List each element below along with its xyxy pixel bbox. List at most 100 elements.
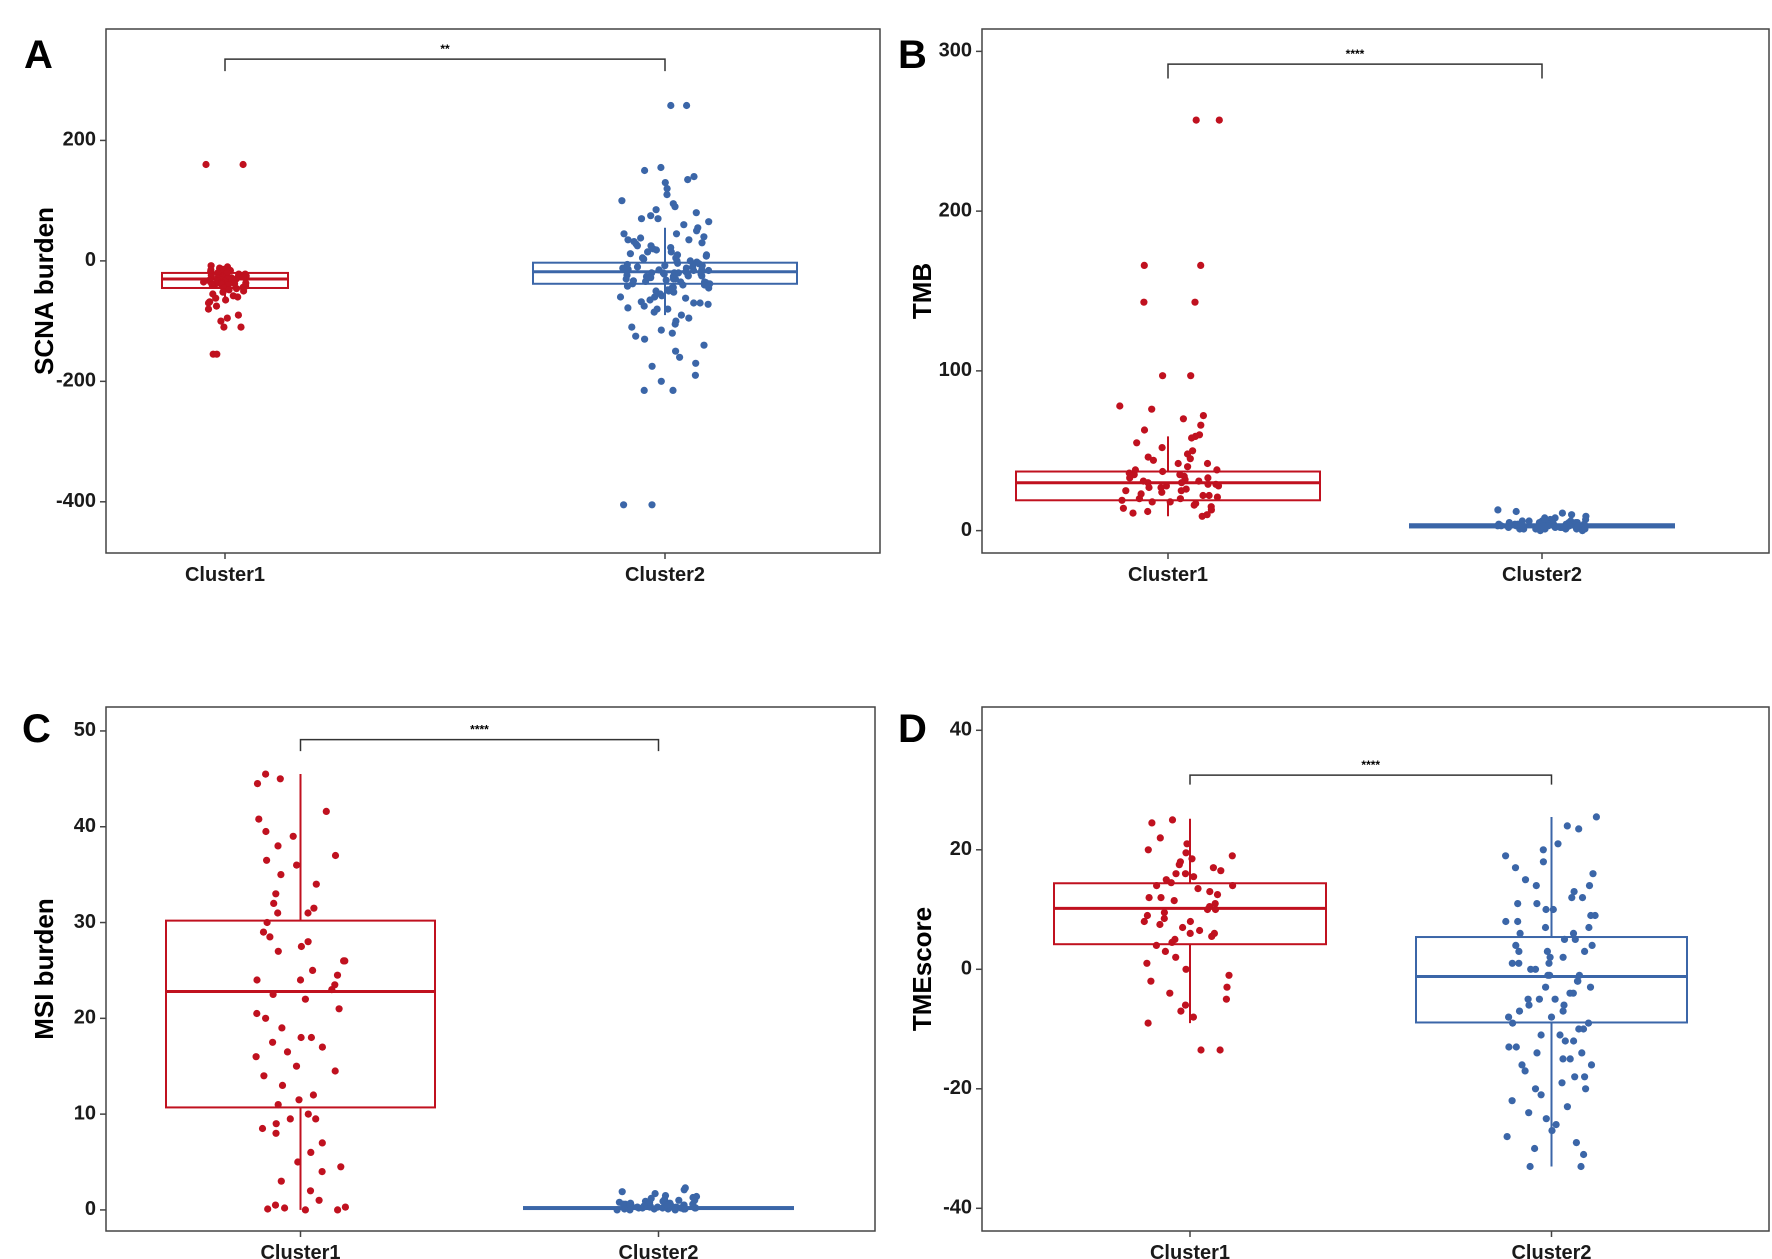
x-tick-label: Cluster2 [1511, 1242, 1591, 1259]
x-tick-label: Cluster1 [1128, 564, 1208, 586]
data-point [272, 1129, 280, 1137]
data-point [309, 1091, 317, 1099]
data-point [1541, 923, 1550, 932]
data-point [1556, 1031, 1564, 1039]
data-point [640, 1202, 648, 1210]
data-point [663, 185, 671, 193]
data-point [260, 1072, 268, 1080]
data-point [1133, 439, 1141, 447]
data-point [278, 1024, 286, 1032]
panel-letter: A [24, 33, 53, 77]
data-point [1186, 455, 1194, 463]
x-tick-label: Cluster1 [1150, 1242, 1230, 1259]
data-point [1143, 911, 1151, 920]
data-point [1187, 372, 1195, 380]
data-point [1581, 1073, 1589, 1081]
data-point [271, 1201, 280, 1209]
data-point [1589, 870, 1597, 878]
data-point [1578, 894, 1587, 902]
data-point [225, 286, 233, 294]
data-point [269, 990, 277, 999]
data-point [301, 1206, 309, 1214]
data-point [304, 1110, 312, 1118]
data-point [1184, 463, 1192, 471]
data-point [234, 311, 242, 319]
data-point [1514, 900, 1522, 908]
y-tick-label: 0 [961, 958, 972, 980]
data-point [1587, 1061, 1596, 1069]
data-point [669, 386, 677, 394]
y-tick-label: 20 [74, 1007, 96, 1029]
data-point [1535, 995, 1543, 1003]
data-point [307, 1033, 315, 1042]
data-point [1145, 894, 1153, 902]
significance-bracket [1189, 774, 1553, 785]
data-point [1561, 1037, 1569, 1045]
y-tick-label: 40 [950, 719, 972, 741]
data-point [1186, 917, 1194, 926]
data-point [672, 347, 680, 355]
y-tick-label: 300 [939, 40, 972, 62]
data-point [259, 928, 268, 936]
data-point [669, 283, 677, 291]
data-point [1512, 1043, 1520, 1051]
data-point [640, 302, 648, 310]
data-point [629, 277, 638, 285]
data-point [318, 1043, 326, 1051]
data-point [1140, 298, 1148, 306]
data-point [1156, 920, 1164, 929]
data-point [1172, 870, 1180, 878]
data-point [633, 242, 642, 250]
data-point [691, 371, 700, 379]
data-point [306, 1187, 315, 1195]
data-point [253, 976, 261, 984]
data-point [1559, 953, 1567, 961]
data-point [1213, 891, 1222, 899]
data-point [1512, 507, 1520, 516]
data-point [704, 300, 712, 308]
data-point [1197, 1046, 1205, 1054]
data-point [706, 280, 714, 288]
data-point [331, 1067, 339, 1075]
data-point [648, 362, 656, 370]
data-point [341, 1203, 349, 1211]
data-point [1158, 444, 1166, 452]
data-point [661, 179, 669, 187]
significance-label: ** [440, 42, 450, 56]
data-point [1179, 415, 1187, 423]
data-point [628, 323, 636, 331]
series-cluster2 [1415, 813, 1688, 1171]
data-point [624, 236, 632, 244]
data-point [622, 275, 630, 283]
data-point [672, 254, 680, 262]
data-point [653, 305, 661, 313]
data-point [1140, 261, 1148, 269]
data-point [262, 1014, 270, 1022]
data-point [1587, 911, 1595, 920]
y-axis-title: TMB [907, 263, 937, 319]
data-point [1215, 116, 1223, 124]
data-point [301, 995, 309, 1003]
data-point [1206, 888, 1214, 896]
data-point [1571, 935, 1579, 944]
data-point [1566, 1055, 1574, 1063]
data-point [1182, 849, 1190, 857]
data-point [1144, 507, 1152, 516]
data-point [335, 1005, 343, 1013]
data-point [1588, 941, 1596, 950]
data-point [651, 1190, 659, 1198]
x-tick-label: Cluster1 [260, 1242, 340, 1259]
data-point [337, 1163, 345, 1171]
data-point [297, 942, 305, 951]
data-point [624, 304, 632, 312]
y-tick-label: 200 [939, 199, 972, 221]
x-tick-label: Cluster1 [185, 564, 265, 586]
data-point [660, 270, 668, 278]
data-point [1129, 509, 1137, 517]
box [1015, 470, 1321, 502]
data-point [222, 296, 230, 304]
data-point [1126, 474, 1134, 482]
data-point [1204, 480, 1212, 488]
series-cluster1 [165, 770, 436, 1214]
data-point [1537, 1031, 1545, 1039]
